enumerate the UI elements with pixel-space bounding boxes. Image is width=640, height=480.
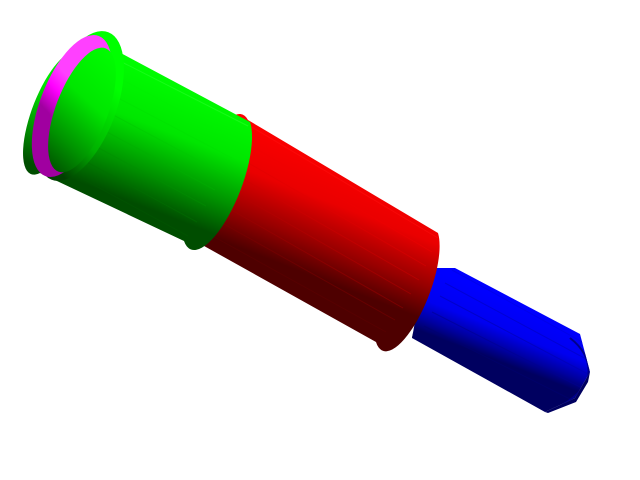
end-cap: [31, 31, 124, 181]
red-sleeve: [185, 114, 440, 352]
blue-shaft: [412, 268, 590, 413]
